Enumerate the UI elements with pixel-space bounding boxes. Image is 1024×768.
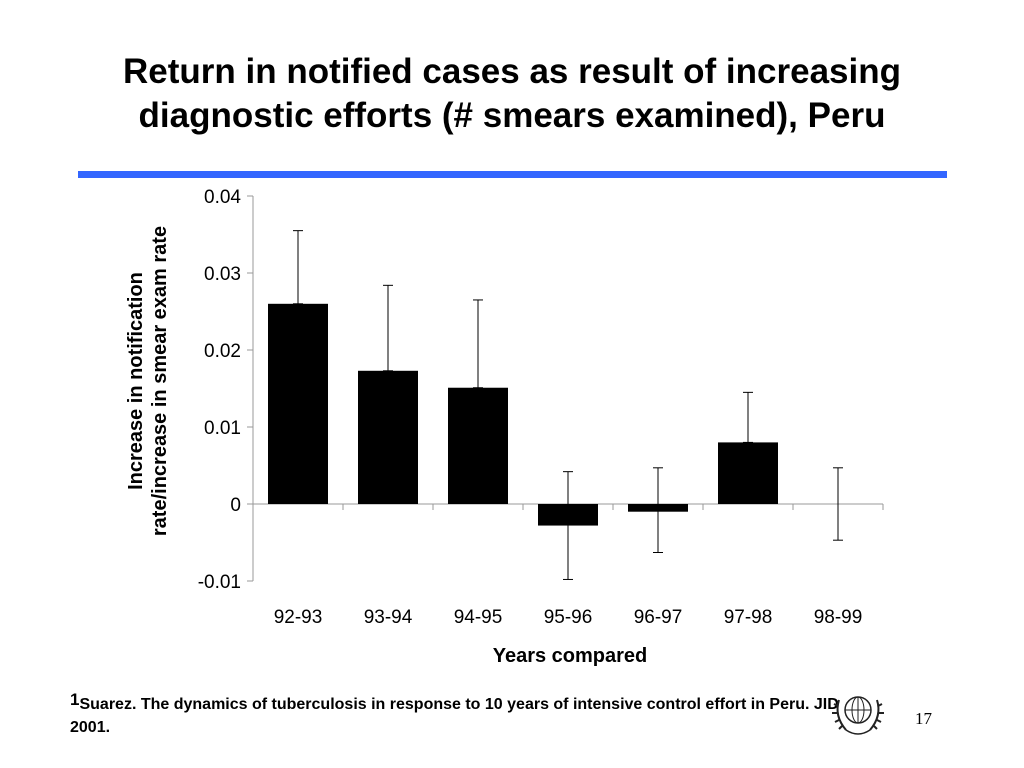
bar-94-95 <box>448 387 508 504</box>
title-divider <box>78 171 947 178</box>
x-tick-label-97-98: 97-98 <box>724 607 773 628</box>
x-tick-label-94-95: 94-95 <box>454 607 503 628</box>
title-line-1: Return in notified cases as result of in… <box>123 52 901 91</box>
x-tick-label-96-97: 96-97 <box>634 607 683 628</box>
footnote: 1Suarez. The dynamics of tuberculosis in… <box>70 688 860 739</box>
y-tick-label: 0 <box>230 495 241 516</box>
x-tick-label-92-93: 92-93 <box>274 607 323 628</box>
x-axis-label: Years compared <box>492 645 648 667</box>
y-axis-label-line-1: Increase in notification <box>125 272 147 490</box>
x-tick-label-98-99: 98-99 <box>814 607 863 628</box>
y-axis-label-line-2: rate/increase in smear exam rate <box>149 225 171 537</box>
title-line-2: diagnostic efforts (# smears examined), … <box>138 96 886 135</box>
y-tick-label: 0.03 <box>204 264 241 285</box>
y-tick-label: -0.01 <box>198 572 241 593</box>
bar-92-93 <box>268 303 328 504</box>
page-number: 17 <box>915 709 932 728</box>
bar-93-94 <box>358 370 418 504</box>
footnote-marker: 1 <box>70 690 80 709</box>
bar-97-98 <box>718 442 778 504</box>
footnote-text: Suarez. The dynamics of tuberculosis in … <box>70 696 839 736</box>
x-tick-label-93-94: 93-94 <box>364 607 413 628</box>
un-wreath-emblem-icon <box>832 696 884 735</box>
y-tick-label: 0.04 <box>204 187 241 208</box>
y-axis-label: Increase in notification rate/increase i… <box>124 191 172 571</box>
slide-title: Return in notified cases as result of in… <box>40 50 984 138</box>
x-tick-label-95-96: 95-96 <box>544 607 593 628</box>
y-tick-label: 0.02 <box>204 341 241 362</box>
y-tick-label: 0.01 <box>204 418 241 439</box>
